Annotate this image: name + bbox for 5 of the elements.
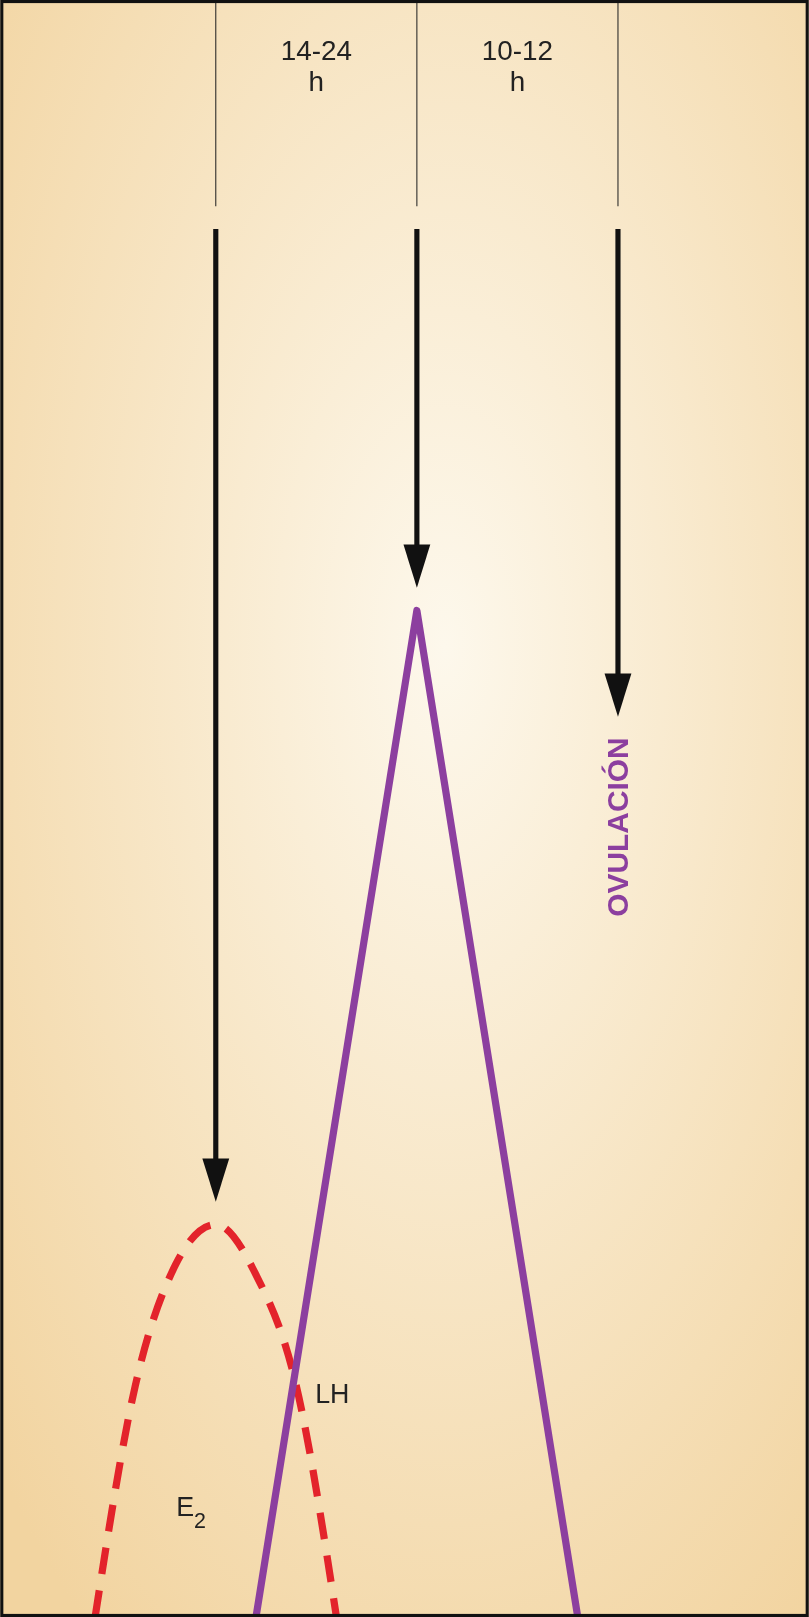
series-label: LH: [315, 1378, 350, 1409]
text: 10-12 h: [481, 34, 554, 97]
annotation: OVULACIÓN: [601, 737, 635, 917]
text: E$_{2}$: [176, 1491, 206, 1533]
text: 14-24 h: [280, 34, 352, 97]
